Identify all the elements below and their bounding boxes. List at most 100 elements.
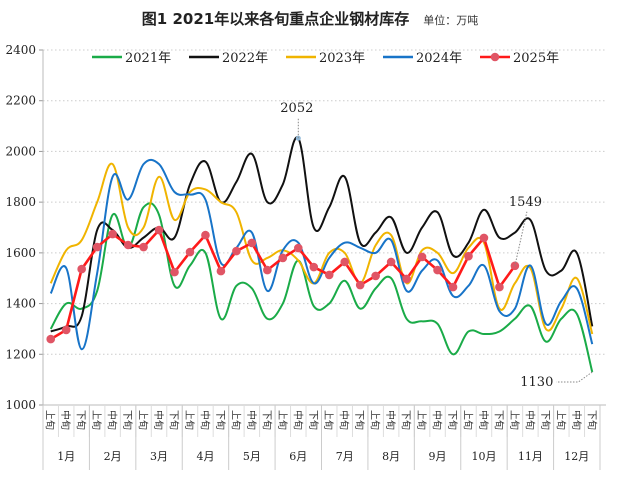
series-2025-point — [355, 280, 365, 290]
legend-label: 2025年 — [513, 51, 559, 66]
series-2025-point — [495, 282, 504, 292]
x-tick-label: 上旬 — [554, 410, 567, 430]
series-2025-point — [61, 325, 71, 335]
series-2025-point — [293, 243, 303, 253]
y-tick-label: 1000 — [5, 398, 36, 412]
series-2025-point — [247, 238, 257, 248]
legend-label: 2024年 — [416, 51, 462, 66]
series-2025-point — [386, 257, 396, 267]
series-2025-point — [139, 242, 148, 252]
x-tick-label: 中旬 — [338, 410, 351, 430]
x-tick-label: 上旬 — [369, 410, 382, 430]
y-tick-label: 2400 — [5, 43, 36, 57]
series-2025-point — [417, 252, 427, 262]
x-tick-label: 下旬 — [260, 410, 273, 430]
x-tick-label: 中旬 — [570, 410, 583, 430]
x-tick-label: 中旬 — [384, 410, 397, 430]
x-tick-label: 下旬 — [446, 410, 459, 430]
unit-label: 单位：万吨 — [423, 14, 479, 27]
month-label: 1月 — [57, 450, 75, 463]
month-label: 8月 — [382, 450, 400, 463]
x-tick-label: 中旬 — [198, 410, 211, 430]
series-2025-point — [433, 265, 442, 275]
month-label: 7月 — [336, 450, 354, 463]
series-2025-point — [154, 225, 164, 235]
series-2025-point — [201, 230, 210, 240]
x-tick-label: 中旬 — [152, 410, 165, 430]
series-2025-point — [402, 274, 411, 284]
series-2025-point — [340, 257, 350, 267]
series-2025-point — [263, 265, 272, 275]
legend-label: 2023年 — [319, 51, 365, 66]
month-label: 12月 — [564, 450, 589, 463]
month-label: 10月 — [471, 450, 496, 463]
y-tick-label: 1600 — [5, 246, 36, 260]
annotation-leader — [556, 371, 593, 383]
y-tick-label: 1400 — [5, 297, 36, 311]
month-label: 3月 — [150, 450, 168, 463]
series-2025-point — [371, 271, 380, 281]
series-2025-point — [464, 251, 473, 261]
x-tick-label: 中旬 — [477, 410, 490, 430]
annotation-leader — [514, 211, 528, 266]
series-2022-line — [50, 136, 594, 333]
annotation-label: 1130 — [520, 375, 553, 390]
legend-label: 2022年 — [222, 51, 268, 66]
series-2021-line — [49, 202, 594, 373]
x-tick-label: 中旬 — [291, 410, 304, 430]
series-2025-point — [170, 267, 179, 277]
x-tick-label: 上旬 — [508, 410, 521, 430]
x-tick-label: 下旬 — [585, 410, 598, 430]
legend-marker — [490, 52, 500, 62]
x-tick-label: 下旬 — [353, 410, 366, 430]
series-2025-point — [278, 253, 288, 263]
x-tick-label: 下旬 — [214, 410, 227, 430]
month-label: 5月 — [243, 450, 261, 463]
month-label: 4月 — [196, 450, 214, 463]
x-tick-label: 中旬 — [59, 410, 72, 430]
x-tick-label: 上旬 — [90, 410, 103, 430]
x-tick-label: 下旬 — [307, 410, 320, 430]
x-tick-label: 上旬 — [137, 410, 150, 430]
series-2025-point — [108, 229, 117, 239]
month-label: 9月 — [429, 450, 447, 463]
x-tick-label: 下旬 — [168, 410, 181, 430]
x-tick-label: 中旬 — [245, 410, 258, 430]
series-2025-point — [448, 282, 458, 292]
y-tick-label: 2000 — [5, 144, 36, 158]
month-label: 6月 — [289, 450, 307, 463]
annotation-label: 1549 — [509, 195, 542, 210]
series-2025-point — [324, 270, 334, 280]
annotation-label: 2052 — [280, 101, 313, 116]
x-tick-label: 下旬 — [121, 410, 134, 430]
x-tick-label: 下旬 — [492, 410, 505, 430]
y-tick-label: 1800 — [5, 195, 36, 209]
series-2023-line — [49, 162, 594, 335]
x-tick-label: 中旬 — [523, 410, 536, 430]
x-tick-label: 下旬 — [539, 410, 552, 430]
title-text: 图1 2021年以来各旬重点企业钢材库存 — [141, 10, 410, 28]
x-tick-label: 上旬 — [229, 410, 242, 430]
x-tick-label: 下旬 — [75, 410, 88, 430]
x-tick-label: 上旬 — [276, 410, 289, 430]
series-2025-point — [510, 261, 520, 271]
series-2025-point — [185, 247, 195, 257]
x-tick-label: 上旬 — [183, 410, 196, 430]
month-label: 2月 — [104, 450, 122, 463]
x-tick-label: 中旬 — [431, 410, 444, 430]
series-2025-point — [216, 266, 226, 276]
x-tick-label: 上旬 — [44, 410, 57, 430]
x-tick-label: 中旬 — [106, 410, 119, 430]
series-2025-line — [50, 227, 516, 341]
series-2025-point — [46, 334, 56, 344]
x-tick-label: 上旬 — [415, 410, 428, 430]
legend-label: 2021年 — [125, 51, 171, 66]
series-2025-point — [77, 264, 86, 274]
series-2025-point — [232, 246, 241, 256]
month-label: 11月 — [518, 450, 543, 463]
series-2025-point — [123, 240, 133, 250]
y-tick-label: 2200 — [5, 94, 36, 108]
x-tick-label: 上旬 — [461, 410, 474, 430]
